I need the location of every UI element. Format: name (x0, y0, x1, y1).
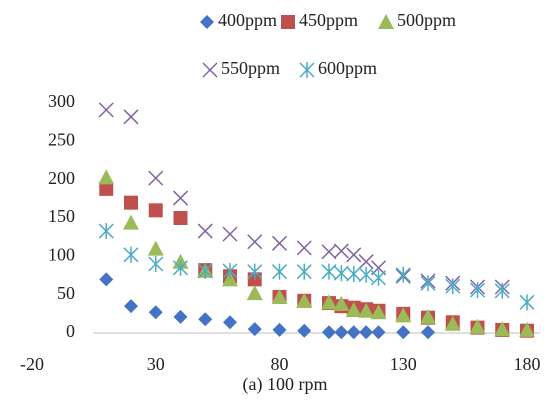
point (197, 262, 213, 279)
point (246, 285, 263, 301)
point (271, 288, 288, 304)
point (296, 263, 312, 280)
point (494, 282, 510, 299)
legend-label: 500ppm (397, 10, 456, 30)
point (197, 223, 213, 239)
point (98, 223, 114, 240)
point (148, 305, 163, 320)
legend-marker (281, 15, 295, 29)
point (272, 322, 287, 337)
point (519, 294, 535, 311)
point (297, 323, 312, 338)
point (395, 307, 412, 323)
point (172, 190, 189, 206)
point (494, 321, 511, 337)
point (420, 275, 436, 292)
point (420, 308, 436, 324)
point (370, 269, 387, 286)
point (358, 254, 374, 270)
point (123, 214, 139, 230)
point (247, 263, 263, 280)
point (346, 247, 362, 263)
point (358, 302, 375, 318)
point (445, 278, 461, 295)
point (321, 263, 337, 280)
point (247, 322, 262, 337)
x-tick-label: 180 (514, 354, 541, 374)
legend-marker (378, 14, 394, 29)
point (247, 234, 263, 250)
point (346, 265, 362, 282)
point (469, 282, 486, 299)
y-tick-label: 50 (57, 283, 75, 303)
y-tick-label: 250 (48, 129, 75, 149)
point (296, 240, 312, 256)
point (123, 109, 139, 125)
point (333, 243, 349, 259)
point (271, 235, 288, 251)
point (346, 325, 361, 340)
legend-marker (299, 62, 315, 78)
point (519, 321, 535, 337)
point (222, 262, 238, 279)
legend-marker (200, 15, 214, 29)
point (148, 170, 164, 186)
point (371, 325, 386, 340)
point (345, 302, 362, 317)
x-tick-label: 30 (147, 354, 165, 374)
x-tick-label: -20 (20, 354, 44, 374)
point (124, 299, 138, 314)
legend-marker (202, 62, 218, 78)
point (173, 211, 188, 225)
point (395, 266, 411, 283)
point (99, 181, 114, 196)
point (271, 263, 288, 280)
point (321, 294, 337, 310)
point (172, 259, 189, 276)
point (124, 195, 138, 210)
y-tick-label: 300 (48, 91, 75, 111)
point (421, 325, 435, 340)
point (99, 272, 114, 287)
legend-label: 600ppm (318, 58, 377, 78)
point (321, 244, 337, 260)
x-tick-label: 130 (390, 354, 417, 374)
point (222, 226, 238, 242)
point (98, 169, 115, 185)
x-tick-label: 80 (271, 354, 289, 374)
point (148, 256, 164, 272)
point (370, 304, 387, 320)
point (123, 246, 139, 263)
y-tick-label: 150 (48, 206, 75, 226)
point (333, 265, 349, 282)
point (469, 318, 486, 334)
point (173, 309, 188, 324)
point (396, 325, 411, 340)
point (198, 312, 213, 327)
chart-caption: (a) 100 rpm (243, 374, 328, 395)
y-tick-label: 100 (48, 244, 75, 264)
legend-label: 450ppm (299, 10, 358, 30)
legend-label: 400ppm (218, 10, 277, 30)
point (223, 315, 237, 330)
point (444, 315, 461, 331)
point (358, 266, 374, 283)
point (322, 325, 336, 340)
y-tick-label: 0 (66, 321, 75, 341)
point (98, 102, 114, 118)
point (334, 325, 349, 340)
point (147, 240, 164, 256)
legend-label: 550ppm (221, 58, 280, 78)
point (148, 203, 163, 218)
y-tick-label: 200 (48, 168, 75, 188)
point (359, 325, 374, 340)
point (333, 295, 350, 311)
point (296, 292, 313, 308)
